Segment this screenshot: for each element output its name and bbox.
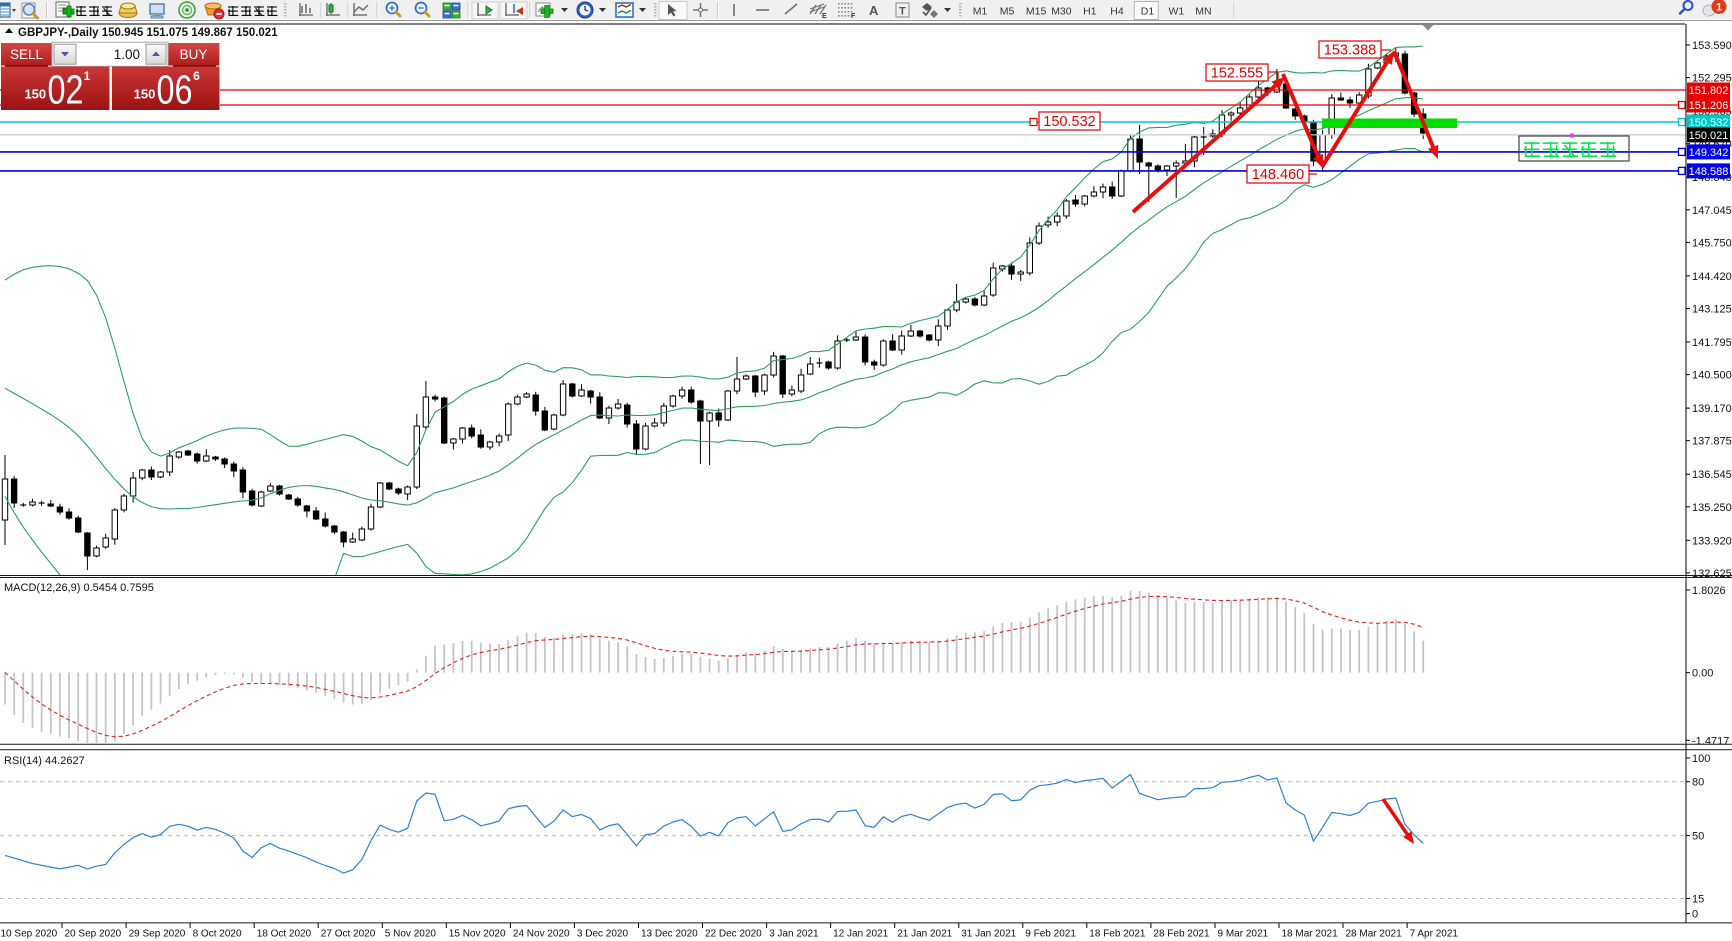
svg-text:-1.4717: -1.4717: [1692, 735, 1729, 747]
svg-text:5 Nov 2020: 5 Nov 2020: [385, 929, 437, 940]
svg-text:132.625: 132.625: [1692, 568, 1732, 580]
svg-text:1.00: 1.00: [114, 47, 140, 62]
svg-text:12 Jan 2021: 12 Jan 2021: [833, 929, 888, 940]
svg-text:0.00: 0.00: [1692, 668, 1713, 680]
svg-text:153.388: 153.388: [1324, 43, 1376, 59]
svg-text:02: 02: [48, 67, 84, 113]
svg-text:18 Mar 2021: 18 Mar 2021: [1282, 929, 1339, 940]
svg-text:9 Feb 2021: 9 Feb 2021: [1025, 929, 1076, 940]
svg-text:28 Mar 2021: 28 Mar 2021: [1346, 929, 1403, 940]
svg-text:15: 15: [1692, 894, 1704, 906]
svg-text:153.590: 153.590: [1692, 40, 1732, 52]
svg-text:80: 80: [1692, 777, 1704, 789]
svg-text:9 Mar 2021: 9 Mar 2021: [1218, 929, 1269, 940]
svg-text:18 Oct 2020: 18 Oct 2020: [257, 929, 312, 940]
svg-text:BUY: BUY: [180, 47, 208, 62]
svg-text:50: 50: [1692, 831, 1704, 843]
svg-text:29 Sep 2020: 29 Sep 2020: [129, 929, 186, 940]
svg-text:T: T: [899, 6, 906, 18]
svg-text:H1: H1: [1083, 6, 1097, 18]
svg-text:151.802: 151.802: [1689, 85, 1729, 97]
svg-text:MN: MN: [1195, 6, 1211, 18]
svg-text:31 Jan 2021: 31 Jan 2021: [961, 929, 1016, 940]
svg-text:3 Dec 2020: 3 Dec 2020: [577, 929, 629, 940]
svg-text:143.125: 143.125: [1692, 304, 1732, 316]
svg-text:W1: W1: [1169, 6, 1185, 18]
svg-text:F: F: [851, 13, 856, 20]
svg-text:3 Jan 2021: 3 Jan 2021: [769, 929, 819, 940]
svg-text:141.795: 141.795: [1692, 337, 1732, 349]
svg-text:135.250: 135.250: [1692, 502, 1732, 514]
svg-text:H4: H4: [1110, 6, 1124, 18]
svg-text:M15: M15: [1026, 6, 1047, 18]
svg-text:1.8026: 1.8026: [1692, 585, 1726, 597]
svg-text:M5: M5: [1000, 6, 1015, 18]
svg-text:20 Sep 2020: 20 Sep 2020: [65, 929, 122, 940]
svg-text:1: 1: [1716, 2, 1722, 14]
svg-text:SELL: SELL: [10, 47, 44, 62]
svg-text:145.750: 145.750: [1692, 237, 1732, 249]
svg-text:133.920: 133.920: [1692, 535, 1732, 547]
svg-text:M30: M30: [1051, 6, 1072, 18]
svg-text:149.342: 149.342: [1689, 147, 1729, 159]
svg-text:150.532: 150.532: [1043, 114, 1095, 130]
svg-text:144.420: 144.420: [1692, 271, 1732, 283]
svg-text:148.460: 148.460: [1252, 167, 1304, 183]
svg-text:21 Jan 2021: 21 Jan 2021: [897, 929, 952, 940]
svg-text:GBPJPY-,Daily 150.945 151.075: GBPJPY-,Daily 150.945 151.075 149.867 15…: [18, 27, 278, 39]
svg-text:RSI(14) 44.2627: RSI(14) 44.2627: [4, 755, 85, 767]
svg-text:6: 6: [193, 69, 200, 83]
svg-text:150: 150: [24, 86, 46, 101]
svg-text:140.500: 140.500: [1692, 370, 1732, 382]
svg-text:E: E: [822, 13, 827, 20]
svg-text:150.021: 150.021: [1689, 130, 1729, 142]
svg-text:13 Dec 2020: 13 Dec 2020: [641, 929, 698, 940]
svg-text:148.588: 148.588: [1689, 166, 1729, 178]
svg-text:27 Oct 2020: 27 Oct 2020: [321, 929, 376, 940]
svg-text:18 Feb 2021: 18 Feb 2021: [1089, 929, 1146, 940]
svg-text:7 Apr 2021: 7 Apr 2021: [1410, 929, 1459, 940]
svg-text:1: 1: [84, 69, 91, 83]
svg-text:M1: M1: [973, 6, 988, 18]
svg-text:8 Oct 2020: 8 Oct 2020: [193, 929, 242, 940]
svg-text:151.206: 151.206: [1689, 100, 1729, 112]
svg-text:152.555: 152.555: [1211, 66, 1263, 82]
svg-text:147.045: 147.045: [1692, 205, 1732, 217]
svg-text:0: 0: [1692, 909, 1698, 921]
svg-text:28 Feb 2021: 28 Feb 2021: [1153, 929, 1210, 940]
svg-text:24 Nov 2020: 24 Nov 2020: [513, 929, 570, 940]
svg-text:136.545: 136.545: [1692, 469, 1732, 481]
svg-text:15 Nov 2020: 15 Nov 2020: [449, 929, 506, 940]
svg-text:06: 06: [157, 67, 193, 113]
svg-text:137.875: 137.875: [1692, 436, 1732, 448]
svg-text:100: 100: [1692, 753, 1710, 765]
svg-text:10 Sep 2020: 10 Sep 2020: [1, 929, 58, 940]
svg-text:A: A: [869, 3, 879, 18]
svg-text:150: 150: [134, 86, 156, 101]
svg-text:MACD(12,26,9) 0.5454 0.7595: MACD(12,26,9) 0.5454 0.7595: [4, 582, 154, 594]
svg-text:22 Dec 2020: 22 Dec 2020: [705, 929, 762, 940]
svg-text:150.532: 150.532: [1689, 117, 1729, 129]
svg-text:D1: D1: [1141, 6, 1155, 18]
svg-text:152.295: 152.295: [1692, 73, 1732, 85]
svg-text:139.170: 139.170: [1692, 403, 1732, 415]
